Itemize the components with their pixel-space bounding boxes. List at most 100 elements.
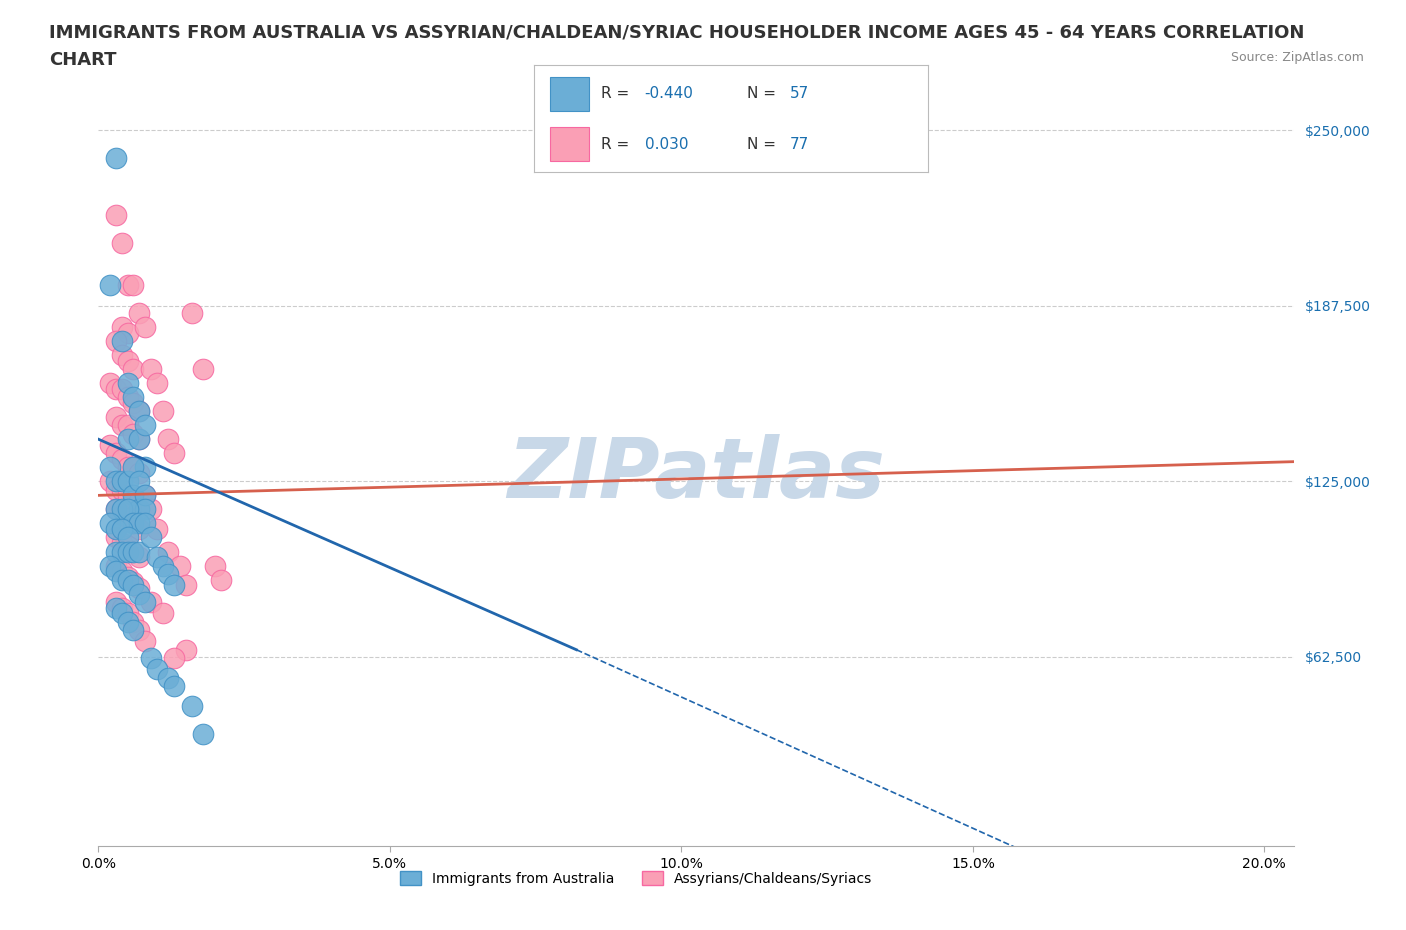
Point bbox=[122, 623, 145, 638]
Point bbox=[104, 502, 127, 517]
Point bbox=[134, 516, 156, 531]
Point bbox=[117, 544, 139, 559]
Point bbox=[134, 418, 156, 432]
FancyBboxPatch shape bbox=[550, 77, 589, 111]
Point bbox=[134, 634, 156, 649]
Point bbox=[180, 698, 202, 713]
Text: IMMIGRANTS FROM AUSTRALIA VS ASSYRIAN/CHALDEAN/SYRIAC HOUSEHOLDER INCOME AGES 45: IMMIGRANTS FROM AUSTRALIA VS ASSYRIAN/CH… bbox=[49, 23, 1305, 41]
Point bbox=[128, 502, 150, 517]
Point bbox=[104, 564, 127, 578]
Point bbox=[128, 586, 150, 601]
Text: CHART: CHART bbox=[49, 51, 117, 69]
Point bbox=[117, 538, 139, 553]
Point bbox=[111, 605, 134, 620]
Point bbox=[128, 432, 150, 446]
Point bbox=[104, 600, 127, 615]
Point bbox=[157, 671, 180, 685]
Point bbox=[117, 572, 139, 587]
Point bbox=[122, 488, 145, 503]
Point bbox=[122, 277, 145, 292]
Point bbox=[134, 488, 156, 503]
Point bbox=[104, 445, 127, 460]
FancyBboxPatch shape bbox=[550, 127, 589, 162]
Point bbox=[204, 558, 226, 573]
Point bbox=[122, 575, 145, 590]
Point bbox=[117, 432, 139, 446]
Point bbox=[122, 459, 145, 474]
Point bbox=[104, 207, 127, 222]
Point bbox=[117, 326, 139, 340]
Point bbox=[104, 594, 127, 609]
Point bbox=[117, 390, 139, 405]
Point bbox=[193, 726, 215, 741]
Point bbox=[128, 465, 150, 480]
Point bbox=[157, 566, 180, 581]
Point bbox=[139, 651, 162, 666]
Text: -0.440: -0.440 bbox=[644, 86, 693, 101]
Text: 77: 77 bbox=[790, 137, 810, 152]
Point bbox=[139, 530, 162, 545]
Point bbox=[122, 395, 145, 410]
Point bbox=[111, 334, 134, 349]
Point bbox=[111, 235, 134, 250]
Point bbox=[163, 578, 186, 592]
Point bbox=[122, 544, 145, 559]
Point bbox=[117, 353, 139, 368]
Point bbox=[122, 390, 145, 405]
Point bbox=[128, 550, 150, 565]
Point bbox=[180, 305, 202, 320]
Point bbox=[98, 277, 121, 292]
Point bbox=[98, 516, 121, 531]
Point bbox=[128, 494, 150, 509]
Point bbox=[128, 544, 150, 559]
Point bbox=[174, 643, 197, 658]
Point bbox=[128, 404, 150, 418]
Point bbox=[104, 522, 127, 537]
Point bbox=[98, 437, 121, 452]
Point bbox=[134, 320, 156, 335]
Point bbox=[111, 522, 134, 537]
Point bbox=[117, 502, 139, 517]
Point bbox=[145, 376, 167, 391]
Point bbox=[145, 550, 167, 565]
Point bbox=[104, 502, 127, 517]
Point bbox=[169, 558, 191, 573]
Point bbox=[111, 348, 134, 363]
Point bbox=[128, 516, 150, 531]
Point bbox=[111, 483, 134, 498]
Point bbox=[122, 544, 145, 559]
Point bbox=[111, 564, 134, 578]
Text: N =: N = bbox=[747, 137, 780, 152]
Point bbox=[111, 600, 134, 615]
Point bbox=[152, 404, 174, 418]
Point bbox=[111, 320, 134, 335]
Point bbox=[139, 502, 162, 517]
Point bbox=[111, 572, 134, 587]
Point bbox=[117, 530, 139, 545]
Point bbox=[104, 530, 127, 545]
Text: ZIPatlas: ZIPatlas bbox=[508, 433, 884, 515]
Point bbox=[104, 409, 127, 424]
Point bbox=[111, 418, 134, 432]
Point bbox=[104, 483, 127, 498]
Point bbox=[122, 362, 145, 377]
Point bbox=[104, 558, 127, 573]
Text: R =: R = bbox=[602, 137, 640, 152]
Point bbox=[122, 516, 145, 531]
Point bbox=[128, 404, 150, 418]
Point bbox=[117, 459, 139, 474]
Point bbox=[128, 305, 150, 320]
Point bbox=[139, 362, 162, 377]
Point bbox=[209, 572, 232, 587]
Point bbox=[134, 488, 156, 503]
Point bbox=[117, 511, 139, 525]
Point bbox=[104, 544, 127, 559]
Point bbox=[134, 594, 156, 609]
Point bbox=[111, 508, 134, 523]
Point bbox=[98, 376, 121, 391]
Point bbox=[163, 679, 186, 694]
Point bbox=[134, 459, 156, 474]
Text: Source: ZipAtlas.com: Source: ZipAtlas.com bbox=[1230, 51, 1364, 64]
Point bbox=[117, 614, 139, 629]
Point bbox=[122, 578, 145, 592]
